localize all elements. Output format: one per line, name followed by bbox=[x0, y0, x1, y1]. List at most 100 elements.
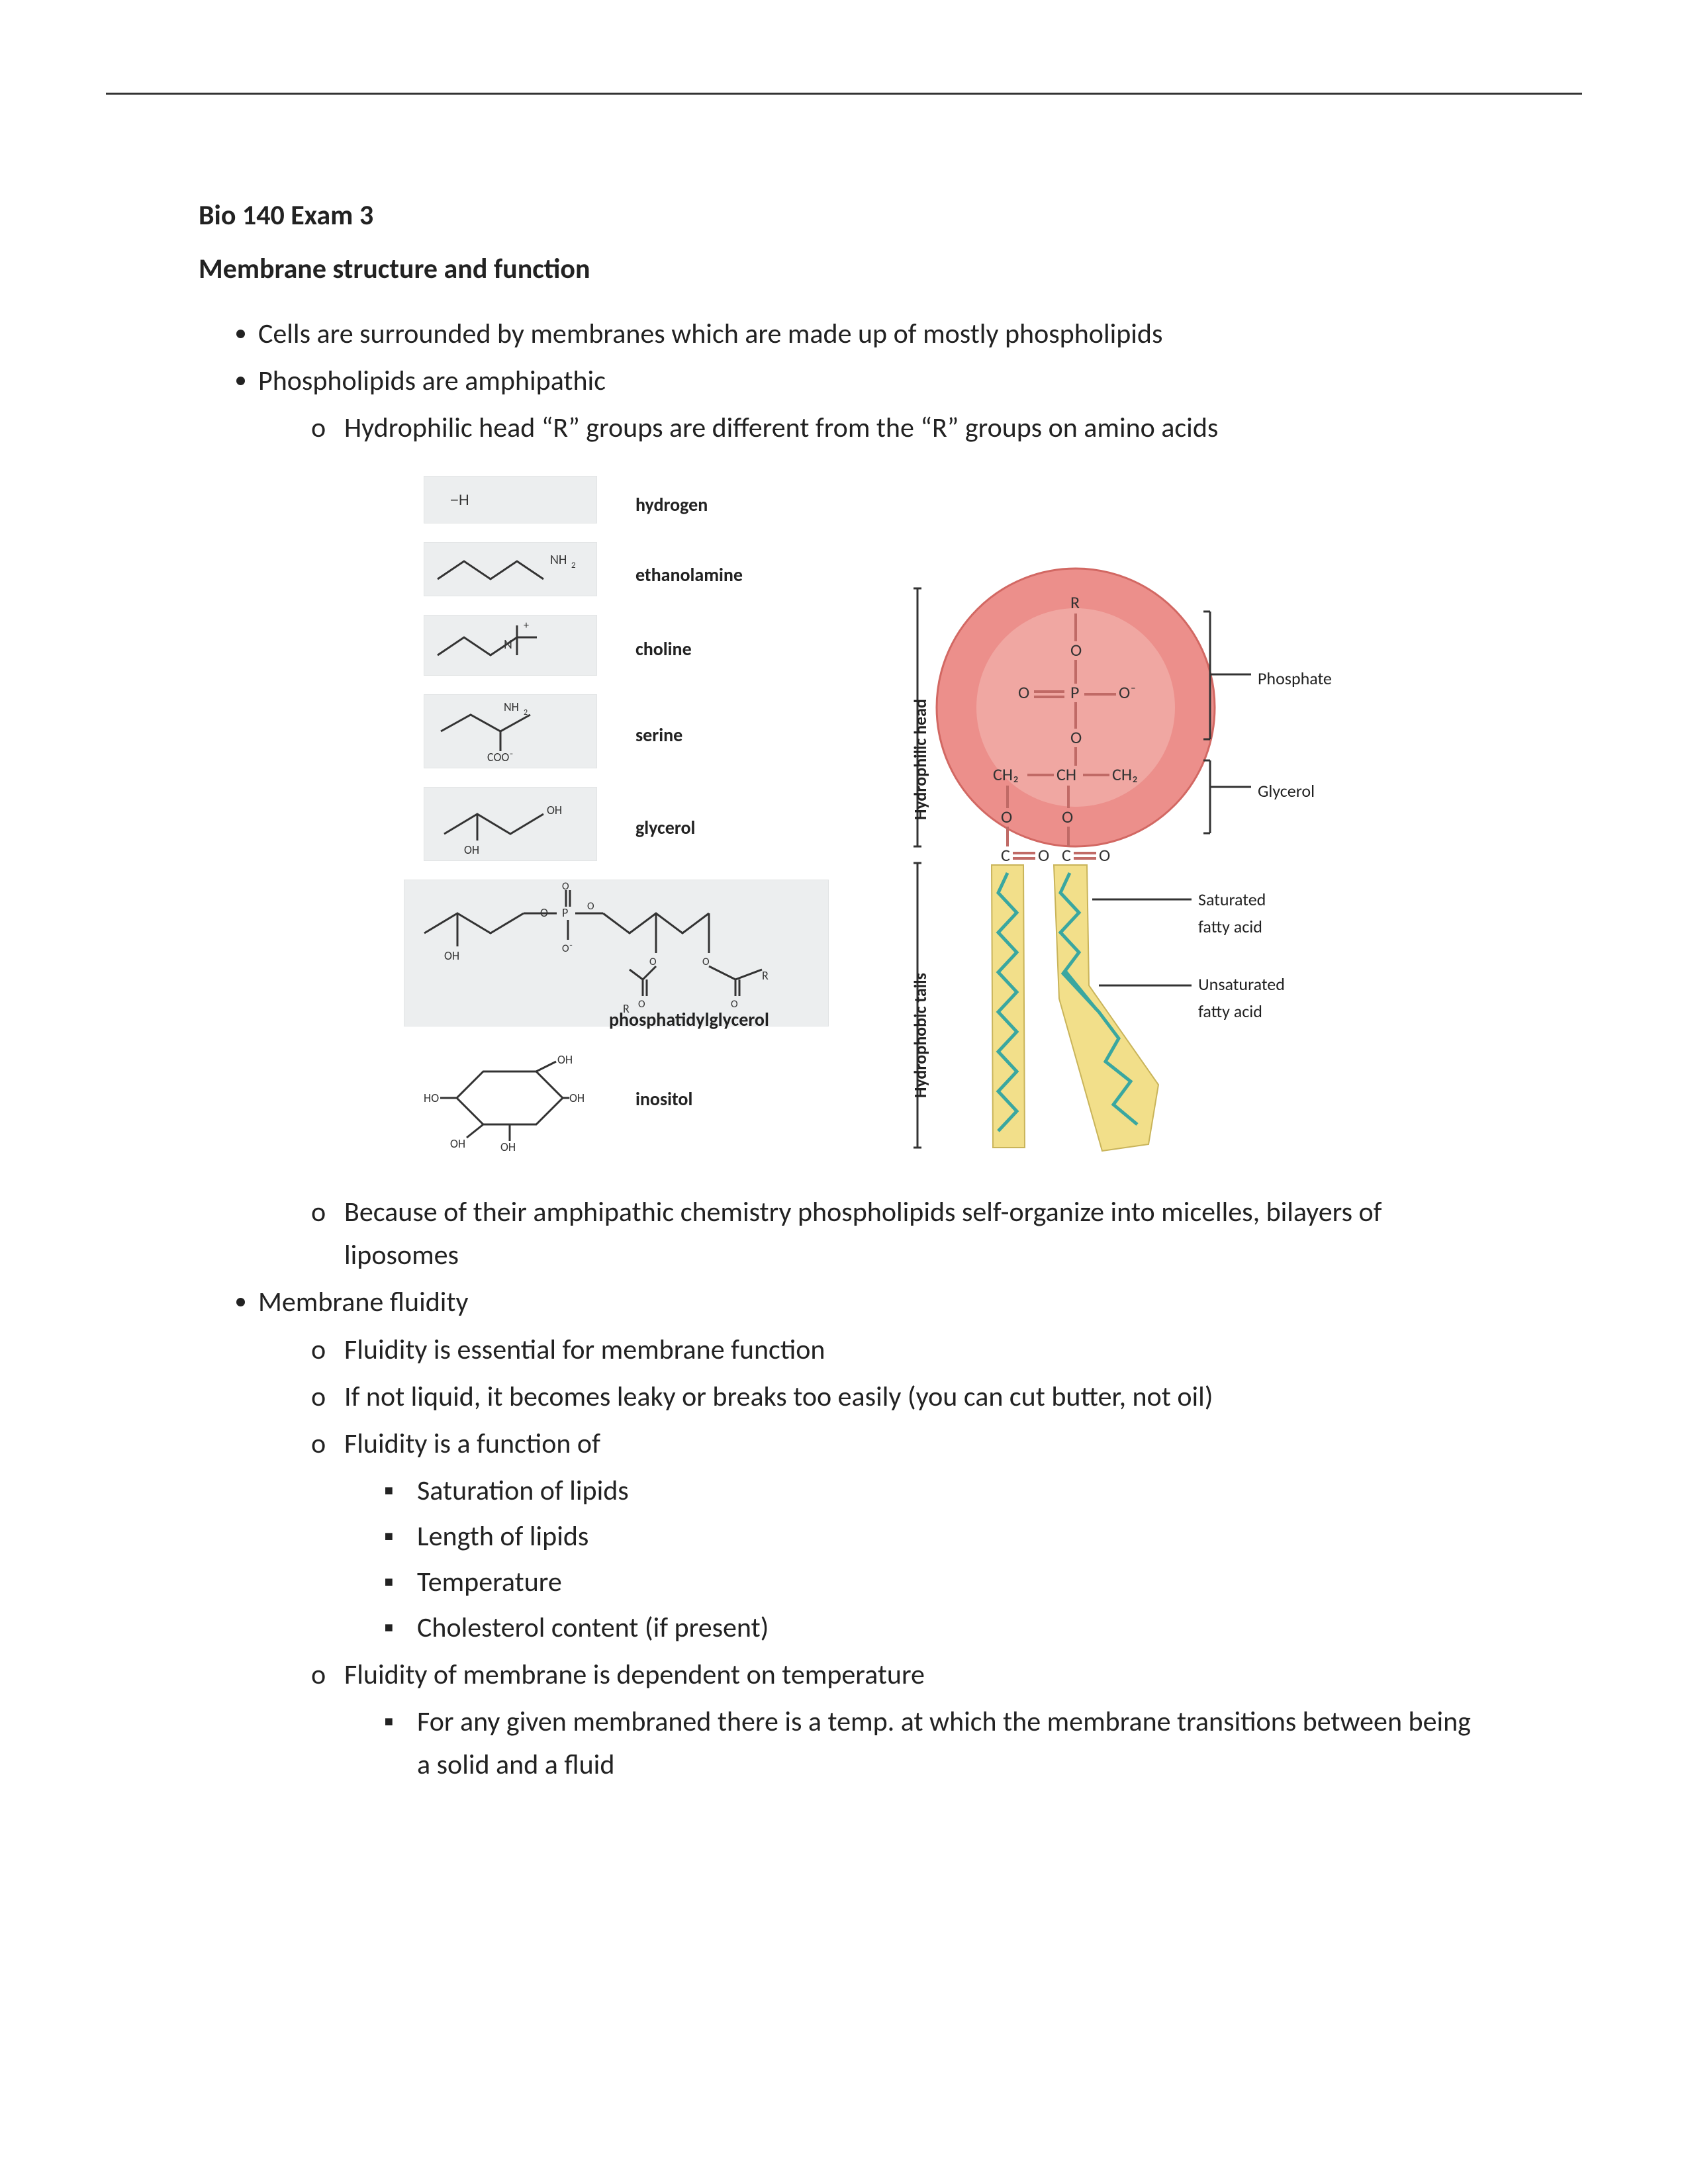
svg-text:COO⁻: COO⁻ bbox=[487, 750, 514, 764]
zigzag-icon: + N bbox=[424, 615, 596, 675]
svg-text:O: O bbox=[1001, 806, 1012, 827]
list-item: Phospholipids are amphipathic o Hydrophi… bbox=[258, 359, 1489, 1277]
svg-text:O: O bbox=[1070, 639, 1082, 660]
subsublist-item: ▪ Saturation of lipids bbox=[384, 1469, 1489, 1512]
svg-text:O⁻: O⁻ bbox=[1119, 682, 1137, 703]
chip-label-inositol: inositol bbox=[635, 1085, 692, 1113]
svg-text:C: C bbox=[1001, 844, 1010, 866]
bullet-marker-square: ▪ bbox=[384, 1469, 417, 1512]
chip: OH O P O O⁻ bbox=[404, 880, 829, 1026]
svg-text:O: O bbox=[562, 880, 569, 893]
subsublist: ▪ For any given membraned there is a tem… bbox=[311, 1700, 1489, 1786]
list-item: Membrane fluidity o Fluidity is essentia… bbox=[258, 1281, 1489, 1786]
svg-text:CH: CH bbox=[1056, 764, 1076, 785]
sublist-text: Hydrophilic head “R” groups are differen… bbox=[344, 406, 1489, 449]
sublist-item: o Fluidity is a function of bbox=[311, 1422, 1489, 1465]
section-heading: Membrane structure and function bbox=[199, 252, 1489, 286]
bullet-marker-square: ▪ bbox=[384, 1606, 417, 1649]
sublist-text: If not liquid, it becomes leaky or break… bbox=[344, 1375, 1489, 1418]
svg-text:O: O bbox=[1070, 727, 1082, 748]
svg-text:O: O bbox=[540, 905, 548, 920]
bullet-marker-square: ▪ bbox=[384, 1561, 417, 1604]
svg-text:OH: OH bbox=[557, 1052, 573, 1067]
svg-text:NH: NH bbox=[550, 552, 567, 568]
bullet-marker-o: o bbox=[311, 1328, 344, 1371]
chip: OH OH bbox=[424, 787, 597, 861]
svg-text:O: O bbox=[1062, 806, 1073, 827]
bullet-marker-o: o bbox=[311, 406, 344, 449]
vlabel-hydrophilic: Hydrophilic head bbox=[907, 699, 933, 820]
svg-text:CH₂: CH₂ bbox=[1112, 764, 1138, 785]
svg-text:C: C bbox=[1062, 844, 1071, 866]
svg-text:2: 2 bbox=[524, 708, 528, 717]
structure-icon: OH O P O O⁻ bbox=[404, 880, 828, 1026]
subsublist-item: ▪ Cholesterol content (if present) bbox=[384, 1606, 1489, 1649]
svg-text:R: R bbox=[762, 968, 769, 983]
chip-label-ethanolamine: ethanolamine bbox=[635, 561, 743, 589]
list-item-text: Membrane fluidity bbox=[258, 1285, 469, 1319]
sublist-item: o If not liquid, it becomes leaky or bre… bbox=[311, 1375, 1489, 1418]
bullet-marker-square: ▪ bbox=[384, 1515, 417, 1558]
figure-headgroups: −H hydrogen NH 2 ethanolamine bbox=[424, 476, 847, 1164]
chip-label-serine: serine bbox=[635, 721, 682, 749]
svg-text:P: P bbox=[562, 905, 568, 920]
chip: + N bbox=[424, 615, 597, 676]
subsublist-item: ▪ Temperature bbox=[384, 1561, 1489, 1604]
list-item-text: Phospholipids are amphipathic bbox=[258, 364, 606, 398]
chip: NH 2 COO⁻ bbox=[424, 694, 597, 768]
svg-text:R: R bbox=[1070, 592, 1080, 613]
sublist: o Fluidity is essential for membrane fun… bbox=[258, 1328, 1489, 1787]
svg-text:O: O bbox=[1018, 682, 1029, 703]
svg-text:P: P bbox=[1070, 682, 1079, 703]
page: Bio 140 Exam 3 Membrane structure and fu… bbox=[0, 0, 1688, 2184]
subsublist-text: Length of lipids bbox=[417, 1515, 1489, 1558]
label-unsaturated: Unsaturated fatty acid bbox=[1198, 971, 1285, 1024]
zigzag-icon: NH 2 COO⁻ bbox=[424, 695, 596, 768]
bullet-marker-o: o bbox=[311, 1422, 344, 1465]
chip-label-glycerol: glycerol bbox=[635, 813, 695, 842]
header-rule bbox=[106, 93, 1582, 95]
subsublist-text: Temperature bbox=[417, 1561, 1489, 1604]
zigzag-icon: NH 2 bbox=[424, 543, 596, 596]
svg-text:NH: NH bbox=[504, 700, 519, 714]
sublist-item: o Because of their amphipathic chemistry… bbox=[311, 1191, 1489, 1277]
bullet-list: Cells are surrounded by membranes which … bbox=[199, 312, 1489, 1787]
svg-text:2: 2 bbox=[571, 561, 576, 570]
svg-text:N: N bbox=[504, 637, 512, 653]
bullet-marker-o: o bbox=[311, 1191, 344, 1277]
svg-text:OH: OH bbox=[464, 842, 479, 857]
svg-text:O: O bbox=[1038, 844, 1049, 866]
vlabel-hydrophobic: Hydrophobic tails bbox=[907, 973, 933, 1098]
svg-text:O: O bbox=[1099, 844, 1110, 866]
sublist-text: Fluidity of membrane is dependent on tem… bbox=[344, 1653, 1489, 1696]
svg-text:O⁻: O⁻ bbox=[562, 942, 573, 955]
svg-text:OH: OH bbox=[547, 803, 562, 817]
svg-text:OH: OH bbox=[500, 1140, 516, 1151]
subsublist-item: ▪ Length of lipids bbox=[384, 1515, 1489, 1558]
svg-text:OH: OH bbox=[569, 1091, 585, 1105]
chem-formula: −H bbox=[450, 489, 469, 512]
phospholipid-svg: R O P O O⁻ bbox=[880, 476, 1410, 1164]
label-phosphate: Phosphate bbox=[1258, 665, 1332, 692]
svg-text:OH: OH bbox=[444, 948, 459, 963]
bullet-marker-o: o bbox=[311, 1653, 344, 1696]
subsublist-text: Saturation of lipids bbox=[417, 1469, 1489, 1512]
chip-label-hydrogen: hydrogen bbox=[635, 490, 708, 519]
sublist-item: o Fluidity is essential for membrane fun… bbox=[311, 1328, 1489, 1371]
svg-text:O: O bbox=[587, 900, 594, 913]
zigzag-icon: OH OH bbox=[424, 788, 596, 860]
subsublist: ▪ Saturation of lipids ▪ Length of lipid… bbox=[311, 1469, 1489, 1649]
svg-text:HO: HO bbox=[424, 1091, 439, 1105]
sublist-text: Fluidity is essential for membrane funct… bbox=[344, 1328, 1489, 1371]
sublist: o Hydrophilic head “R” groups are differ… bbox=[258, 406, 1489, 1277]
sublist-text: Because of their amphipathic chemistry p… bbox=[344, 1191, 1489, 1277]
svg-text:OH: OH bbox=[450, 1136, 465, 1151]
sublist-text: Fluidity is a function of bbox=[344, 1422, 1489, 1465]
label-saturated: Saturated fatty acid bbox=[1198, 886, 1266, 940]
label-glycerol: Glycerol bbox=[1258, 778, 1315, 804]
subsublist-text: Cholesterol content (if present) bbox=[417, 1606, 1489, 1649]
svg-text:+: + bbox=[524, 619, 529, 632]
chip: NH 2 bbox=[424, 542, 597, 596]
sublist-item: o Fluidity of membrane is dependent on t… bbox=[311, 1653, 1489, 1696]
page-title: Bio 140 Exam 3 bbox=[199, 199, 1489, 232]
